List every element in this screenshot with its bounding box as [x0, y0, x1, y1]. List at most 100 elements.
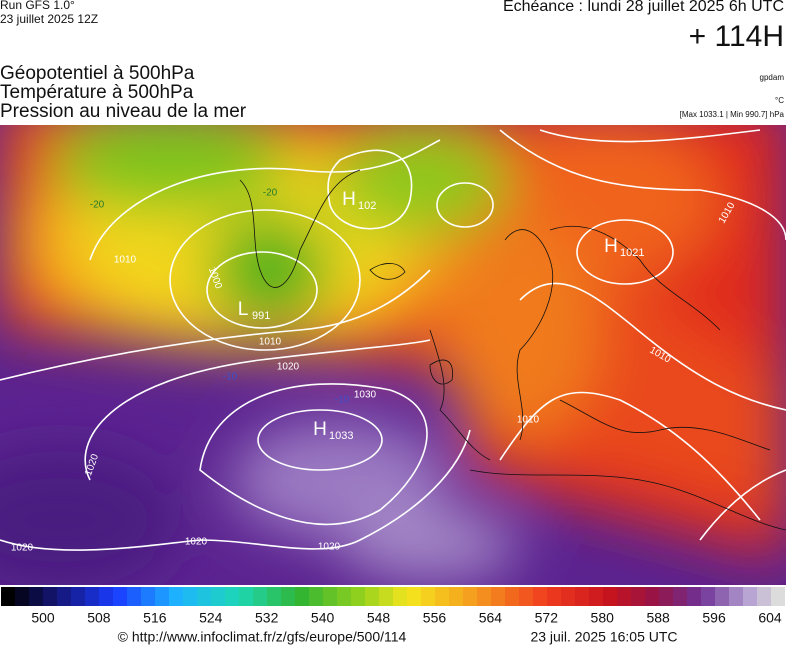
colorbar-tick-label: 564: [479, 610, 503, 626]
colorbar-swatch: [645, 587, 659, 606]
run-label: Run GFS 1.0°: [0, 0, 75, 12]
colorbar-swatch: [603, 587, 617, 606]
colorbar-tick-label: 532: [255, 610, 279, 626]
colorbar-swatch: [379, 587, 393, 606]
colorbar-swatch: [533, 587, 547, 606]
unit-geopotential: gpdam: [760, 73, 785, 82]
colorbar-tick-label: 580: [591, 610, 615, 626]
colorbar-swatch: [547, 587, 561, 606]
isobar-label: 1010: [259, 337, 282, 348]
echeance: Echéance : lundi 28 juillet 2025 6h UTC: [503, 0, 784, 15]
isobar-label: 1030: [354, 390, 377, 401]
pressure-center-value: 1033: [329, 430, 353, 442]
pressure-center-type: L: [238, 299, 249, 320]
run-date: 23 juillet 2025 12Z: [0, 12, 98, 26]
colorbar-swatch: [169, 587, 183, 606]
isobar-label: 1020: [11, 543, 34, 554]
isobar-label: 1020: [318, 542, 341, 553]
colorbar-tick-label: 572: [535, 610, 559, 626]
colorbar-swatch: [589, 587, 603, 606]
isobar-label: 1020: [185, 537, 208, 548]
pressure-center-value: 1021: [620, 247, 644, 259]
colorbar-swatch: [141, 587, 155, 606]
colorbar-swatch: [71, 587, 85, 606]
colorbar-swatch: [519, 587, 533, 606]
pressure-center-type: H: [313, 419, 327, 440]
colorbar-swatch: [43, 587, 57, 606]
colorbar-swatch: [239, 587, 253, 606]
isobar-label: 1020: [277, 362, 300, 373]
colorbar: [1, 587, 785, 606]
colorbar-swatch: [393, 587, 407, 606]
colorbar-swatch: [351, 587, 365, 606]
colorbar-swatch: [407, 587, 421, 606]
colorbar-tick-label: 540: [311, 610, 335, 626]
colorbar-swatch: [337, 587, 351, 606]
colorbar-swatch: [757, 587, 771, 606]
colorbar-swatch: [15, 587, 29, 606]
colorbar-swatch: [659, 587, 673, 606]
colorbar-swatch: [687, 587, 701, 606]
colorbar-swatch: [323, 587, 337, 606]
pressure-center-type: H: [342, 189, 356, 210]
colorbar-swatch: [309, 587, 323, 606]
colorbar-swatch: [463, 587, 477, 606]
colorbar-swatch: [267, 587, 281, 606]
colorbar-swatch: [183, 587, 197, 606]
colorbar-swatch: [743, 587, 757, 606]
temperature-label: -10: [223, 372, 238, 383]
colorbar-swatch: [729, 587, 743, 606]
map-title: Température à 500hPa: [0, 82, 194, 103]
colorbar-tick-label: 516: [143, 610, 167, 626]
map-title: Géopotentiel à 500hPa: [0, 63, 195, 84]
colorbar-swatch: [99, 587, 113, 606]
colorbar-swatch: [477, 587, 491, 606]
colorbar-swatch: [771, 587, 785, 606]
colorbar-swatch: [295, 587, 309, 606]
map-title: Pression au niveau de la mer: [0, 101, 247, 122]
colorbar-tick-label: 596: [702, 610, 726, 626]
map: [0, 125, 786, 585]
colorbar-swatch: [575, 587, 589, 606]
colorbar-swatch: [57, 587, 71, 606]
colorbar-swatch: [253, 587, 267, 606]
colorbar-swatch: [449, 587, 463, 606]
temperature-label: -20: [90, 200, 105, 211]
colorbar-swatch: [673, 587, 687, 606]
colorbar-swatch: [421, 587, 435, 606]
colorbar-swatch: [155, 587, 169, 606]
colorbar-swatch: [85, 587, 99, 606]
colorbar-tick-label: 604: [758, 610, 782, 626]
colorbar-tick-label: 588: [646, 610, 670, 626]
colorbar-swatch: [491, 587, 505, 606]
pressure-range: [Max 1033.1 | Min 990.7] hPa: [680, 110, 785, 119]
colorbar-swatch: [1, 587, 15, 606]
colorbar-swatch: [617, 587, 631, 606]
colorbar-tick-label: 556: [423, 610, 447, 626]
isobar-label: 1010: [114, 255, 137, 266]
colorbar-swatch: [365, 587, 379, 606]
colorbar-swatch: [29, 587, 43, 606]
colorbar-swatch: [127, 587, 141, 606]
colorbar-swatch: [561, 587, 575, 606]
colorbar-swatch: [197, 587, 211, 606]
colorbar-tick-label: 548: [367, 610, 391, 626]
colorbar-tick-label: 508: [87, 610, 111, 626]
pressure-center-type: H: [604, 236, 618, 257]
colorbar-swatch: [225, 587, 239, 606]
colorbar-swatch: [715, 587, 729, 606]
colorbar-swatch: [281, 587, 295, 606]
colorbar-swatch: [505, 587, 519, 606]
colorbar-swatch: [631, 587, 645, 606]
source-url: © http://www.infoclimat.fr/z/gfs/europe/…: [118, 629, 407, 645]
unit-temperature: °C: [775, 96, 784, 105]
pressure-center-value: 991: [252, 310, 270, 322]
temperature-label: -20: [263, 188, 278, 199]
colorbar-swatch: [701, 587, 715, 606]
colorbar-swatch: [113, 587, 127, 606]
colorbar-swatch: [435, 587, 449, 606]
colorbar-tick-label: 500: [31, 610, 55, 626]
colorbar-tick-label: 524: [199, 610, 223, 626]
